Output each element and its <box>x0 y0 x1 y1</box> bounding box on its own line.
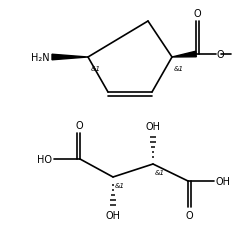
Text: O: O <box>75 120 83 130</box>
Text: &1: &1 <box>115 182 125 188</box>
Text: OH: OH <box>216 176 231 186</box>
Text: O: O <box>193 9 201 19</box>
Text: &1: &1 <box>155 169 165 175</box>
Text: OH: OH <box>106 210 120 220</box>
Polygon shape <box>172 52 196 58</box>
Polygon shape <box>52 55 88 60</box>
Text: &1: &1 <box>91 66 101 72</box>
Text: O: O <box>185 210 193 220</box>
Text: O: O <box>217 50 225 60</box>
Text: HO: HO <box>37 154 52 164</box>
Text: OH: OH <box>146 122 161 132</box>
Text: H₂N: H₂N <box>31 53 50 63</box>
Text: &1: &1 <box>174 66 184 72</box>
